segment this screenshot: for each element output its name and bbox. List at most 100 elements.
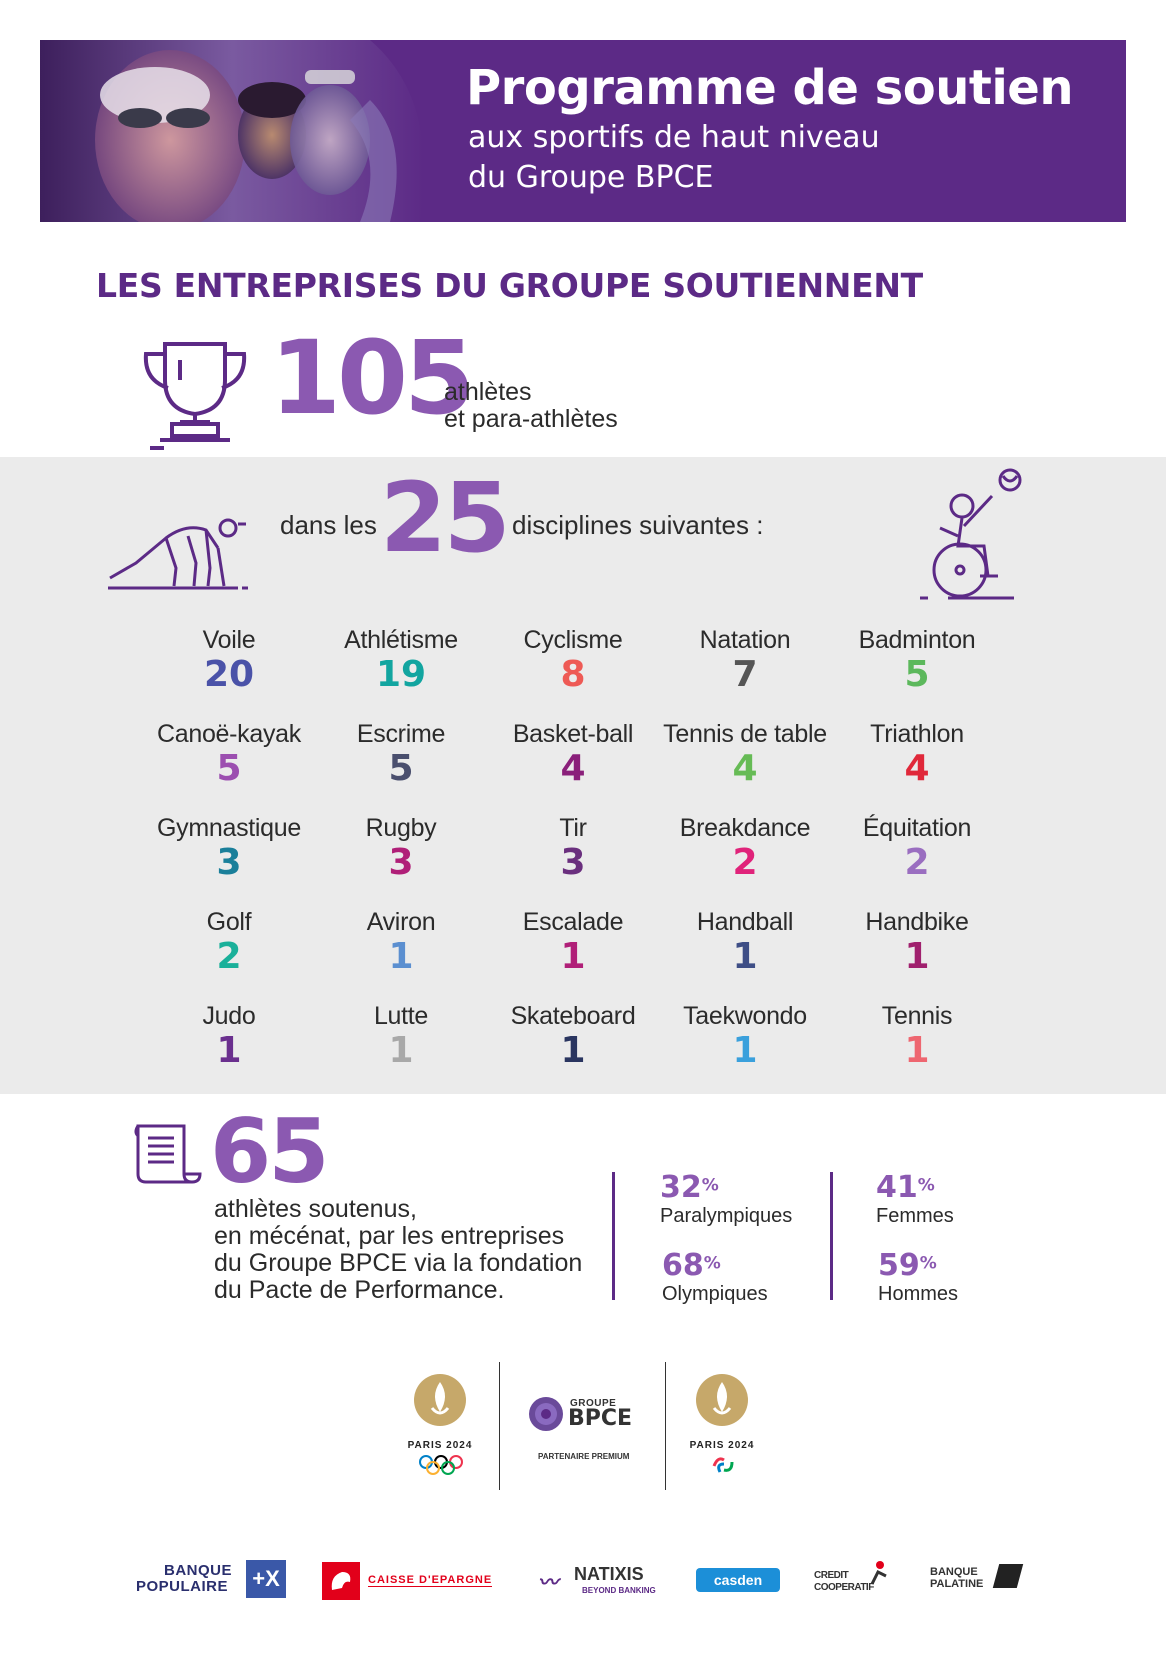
discipline-item: Badminton 5 xyxy=(831,626,1003,720)
agitos-icon xyxy=(712,1457,734,1473)
stat-label: Olympiques xyxy=(662,1283,768,1305)
squirrel-icon xyxy=(322,1562,360,1600)
credit-cooperatif-line1: CREDIT xyxy=(814,1570,849,1581)
discipline-count: 2 xyxy=(216,936,242,977)
discipline-count: 4 xyxy=(560,748,586,789)
discipline-count: 1 xyxy=(560,1030,586,1071)
mecenat-line4: du Pacte de Performance. xyxy=(214,1276,505,1304)
discipline-item: Handbike 1 xyxy=(831,908,1003,1002)
discipline-count: 1 xyxy=(388,936,414,977)
scroll-document-icon xyxy=(134,1124,202,1184)
discipline-count: 1 xyxy=(732,1030,758,1071)
disciplines-suffix: disciplines suivantes : xyxy=(512,510,764,540)
discipline-name: Skateboard xyxy=(510,1002,636,1030)
discipline-count: 3 xyxy=(216,842,242,883)
discipline-name: Équitation xyxy=(862,814,972,842)
discipline-count: 19 xyxy=(375,654,427,695)
discipline-item: Basket-ball 4 xyxy=(487,720,659,814)
discipline-item: Taekwondo 1 xyxy=(659,1002,831,1096)
discipline-name: Cyclisme xyxy=(523,626,623,654)
discipline-name: Triathlon xyxy=(870,720,964,748)
discipline-name: Tennis de table xyxy=(663,720,827,748)
athletes-count: 105 xyxy=(270,319,475,438)
casden-logo: casden xyxy=(696,1560,780,1606)
discipline-count: 20 xyxy=(203,654,255,695)
stat-value: 68 xyxy=(662,1248,704,1283)
discipline-name: Judo xyxy=(202,1002,256,1030)
palatine-arrow-icon xyxy=(992,1564,1024,1588)
discipline-count: 8 xyxy=(560,654,586,695)
credit-cooperatif-figure-icon xyxy=(870,1561,887,1585)
natixis-logo: 〰 NATIXIS BEYOND BANKING xyxy=(538,1560,668,1606)
paralympic-flame-emblem xyxy=(696,1374,748,1426)
sprinter-icon xyxy=(108,518,248,590)
natixis-label: NATIXIS xyxy=(574,1564,644,1584)
mecenat-line2: en mécénat, par les entreprises xyxy=(214,1222,565,1250)
stat-label: Paralympiques xyxy=(660,1205,793,1227)
divider-line xyxy=(612,1172,615,1300)
discipline-name: Lutte xyxy=(373,1002,429,1030)
discipline-item: Golf 2 xyxy=(143,908,315,1002)
discipline-name: Handball xyxy=(696,908,794,936)
mecenat-count: 65 xyxy=(210,1100,329,1203)
paris-2024-label: PARIS 2024 xyxy=(407,1440,473,1451)
banque-palatine-line1: BANQUE xyxy=(930,1566,978,1578)
casden-label: casden xyxy=(696,1568,780,1592)
trophy-icon xyxy=(143,342,247,450)
paris-2024-paralympic-logo: PARIS 2024 xyxy=(682,1368,762,1478)
stat-percent-sign: % xyxy=(701,1175,719,1196)
header-subtitle-line1: aux sportifs de haut niveau xyxy=(468,120,880,155)
bpce-emblem-icon xyxy=(529,1397,563,1431)
group-brands-row: BANQUE POPULAIRE +X CAISSE D'EPARGNE 〰 N… xyxy=(130,1560,1030,1610)
discipline-name: Canoë-kayak xyxy=(156,720,301,748)
discipline-item: Gymnastique 3 xyxy=(143,814,315,908)
disciplines-grid: Voile 20 Athlétisme 19 Cyclisme 8 Natation 7… xyxy=(143,626,1003,1096)
caisse-epargne-label: CAISSE D'EPARGNE xyxy=(368,1574,493,1587)
discipline-item: Breakdance 2 xyxy=(659,814,831,908)
paris-2024-olympic-logo: PARIS 2024 xyxy=(400,1368,480,1478)
discipline-name: Taekwondo xyxy=(683,1002,807,1030)
discipline-count: 2 xyxy=(732,842,758,883)
discipline-count: 1 xyxy=(904,1030,930,1071)
discipline-item: Lutte 1 xyxy=(315,1002,487,1096)
bpce-groupe-label: GROUPE xyxy=(570,1398,617,1409)
stat-hommes: 59% Hommes xyxy=(878,1248,958,1306)
discipline-name: Breakdance xyxy=(679,814,811,842)
natixis-swoosh-icon: 〰 xyxy=(538,1572,558,1594)
stat-value: 41 xyxy=(876,1170,918,1205)
stat-label: Hommes xyxy=(878,1283,959,1305)
header-title: Programme de soutien xyxy=(466,60,1074,116)
paris-2024-label: PARIS 2024 xyxy=(689,1440,755,1451)
discipline-item: Handball 1 xyxy=(659,908,831,1002)
discipline-item: Tennis 1 xyxy=(831,1002,1003,1096)
discipline-count: 5 xyxy=(216,748,242,789)
groupe-bpce-logo: GROUPE BPCE PARTENAIRE PREMIUM xyxy=(528,1396,648,1466)
discipline-count: 5 xyxy=(904,654,930,695)
stat-percent-sign: % xyxy=(917,1175,935,1196)
header-banner: Programme de soutien aux sportifs de hau… xyxy=(40,40,1126,222)
banque-palatine-line2: PALATINE xyxy=(930,1578,984,1590)
mecenat-line3: du Groupe BPCE via la fondation xyxy=(214,1249,583,1277)
discipline-name: Tir xyxy=(559,814,587,842)
discipline-count: 7 xyxy=(732,654,758,695)
discipline-count: 1 xyxy=(216,1030,242,1071)
stat-value: 59 xyxy=(878,1248,920,1283)
discipline-item: Escrime 5 xyxy=(315,720,487,814)
discipline-item: Rugby 3 xyxy=(315,814,487,908)
discipline-item: Voile 20 xyxy=(143,626,315,720)
partenaire-premium-label: PARTENAIRE PREMIUM xyxy=(538,1452,630,1461)
discipline-item: Aviron 1 xyxy=(315,908,487,1002)
disciplines-count: 25 xyxy=(380,462,511,574)
discipline-name: Badminton xyxy=(858,626,976,654)
discipline-item: Judo 1 xyxy=(143,1002,315,1096)
discipline-name: Golf xyxy=(206,908,252,936)
discipline-count: 1 xyxy=(904,936,930,977)
disciplines-prefix: dans les xyxy=(280,510,377,540)
discipline-name: Athlétisme xyxy=(344,626,458,654)
mecenat-line1: athlètes soutenus, xyxy=(214,1195,417,1223)
discipline-name: Voile xyxy=(202,626,256,654)
mecenat-description: athlètes soutenus, en mécénat, par les e… xyxy=(214,1196,582,1304)
stat-value: 32 xyxy=(660,1170,702,1205)
discipline-name: Handbike xyxy=(865,908,969,936)
credit-cooperatif-logo: CREDIT COOPERATIF xyxy=(814,1560,898,1606)
